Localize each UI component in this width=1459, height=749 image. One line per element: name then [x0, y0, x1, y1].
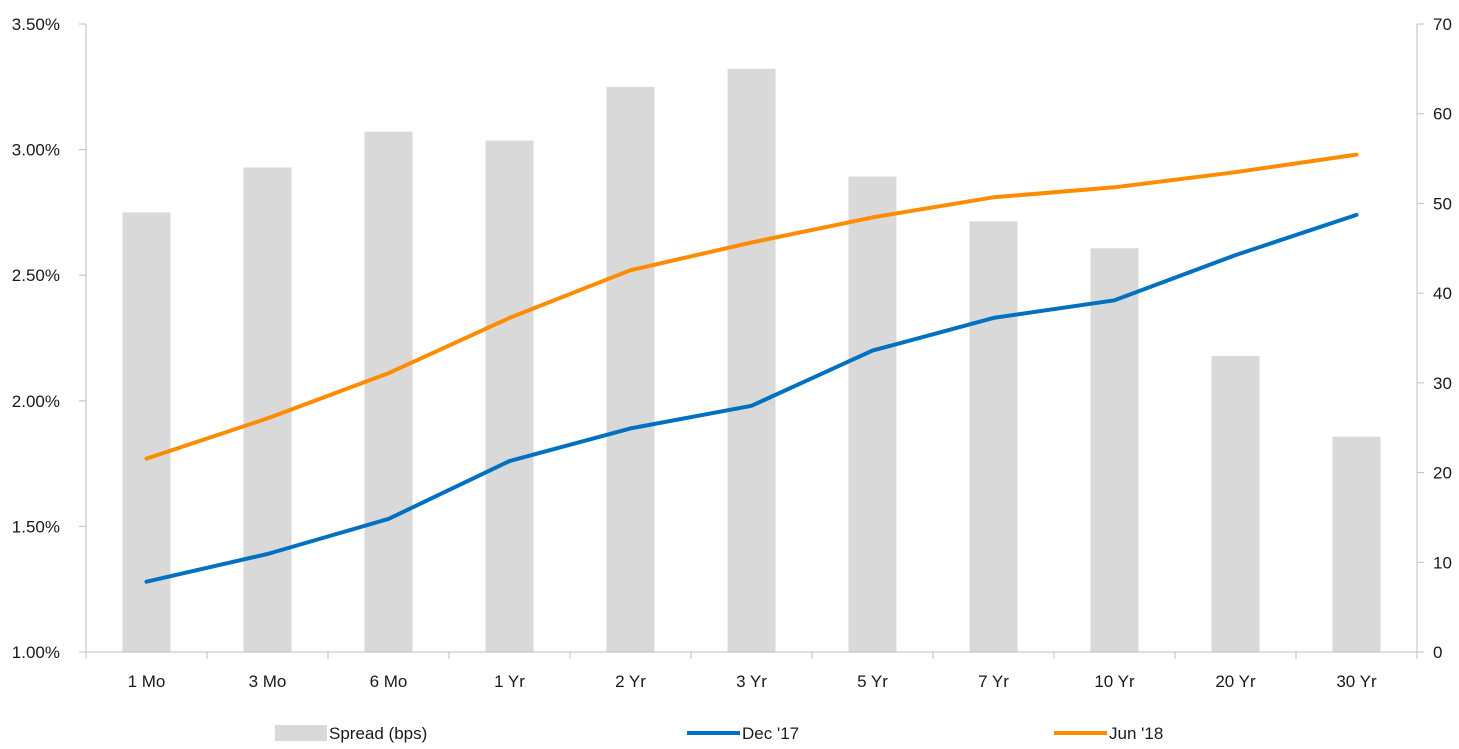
spread-bar-7-yr — [969, 221, 1018, 652]
x-axis-tick-label: 1 Yr — [494, 672, 525, 691]
right-axis-tick-label: 0 — [1433, 643, 1442, 662]
legend-label-spread: Spread (bps) — [329, 724, 427, 743]
right-axis-tick-label: 10 — [1433, 553, 1452, 572]
left-axis-tick-label: 1.00% — [12, 643, 60, 662]
legend-swatch-spread — [275, 725, 327, 741]
spread-bar-3-yr — [727, 68, 776, 653]
x-axis-tick-label: 2 Yr — [615, 672, 646, 691]
left-axis-tick-label: 1.50% — [12, 517, 60, 536]
left-axis-tick-label: 2.50% — [12, 266, 60, 285]
line-series-jun-18 — [144, 152, 1359, 461]
legend: Spread (bps) Dec '17 Jun '18 — [275, 724, 1163, 743]
spread-bar-2-yr — [606, 86, 655, 653]
line-series-dec-17 — [144, 212, 1359, 584]
axes: 1.00% 1.50% 2.00% 2.50% 3.00% 3.50% 0 10 20 30 40 5… — [12, 15, 1452, 691]
right-axis-tick-label: 20 — [1433, 464, 1452, 483]
spread-bar-1-mo — [122, 212, 171, 652]
spread-bar-3-mo — [243, 167, 292, 653]
right-axis-tick-label: 70 — [1433, 15, 1452, 34]
spread-bars — [122, 68, 1381, 653]
x-axis-tick-label: 20 Yr — [1215, 672, 1256, 691]
right-axis-tick-label: 40 — [1433, 284, 1452, 303]
yield-lines — [144, 152, 1359, 584]
spread-bar-10-yr — [1090, 248, 1139, 653]
spread-bar-30-yr — [1332, 436, 1381, 652]
x-axis-tick-label: 3 Yr — [736, 672, 767, 691]
x-axis-tick-label: 30 Yr — [1336, 672, 1377, 691]
spread-bar-6-mo — [364, 131, 413, 652]
left-axis-tick-label: 2.00% — [12, 392, 60, 411]
x-axis-tick-label: 3 Mo — [249, 672, 287, 691]
x-axis-tick-label: 1 Mo — [128, 672, 166, 691]
right-axis-tick-label: 30 — [1433, 374, 1452, 393]
left-axis-tick-label: 3.50% — [12, 15, 60, 34]
left-axis-tick-label: 3.00% — [12, 141, 60, 160]
x-axis-tick-label: 5 Yr — [857, 672, 888, 691]
x-axis-tick-label: 10 Yr — [1094, 672, 1135, 691]
legend-label-dec-17: Dec '17 — [742, 724, 799, 743]
right-axis-tick-label: 60 — [1433, 105, 1452, 124]
x-axis-tick-label: 6 Mo — [370, 672, 408, 691]
spread-bar-5-yr — [848, 176, 897, 652]
legend-label-jun-18: Jun '18 — [1109, 724, 1163, 743]
x-axis-tick-label: 7 Yr — [978, 672, 1009, 691]
spread-bar-1-yr — [485, 140, 534, 652]
right-axis-tick-label: 50 — [1433, 194, 1452, 213]
spread-bar-20-yr — [1211, 355, 1260, 652]
